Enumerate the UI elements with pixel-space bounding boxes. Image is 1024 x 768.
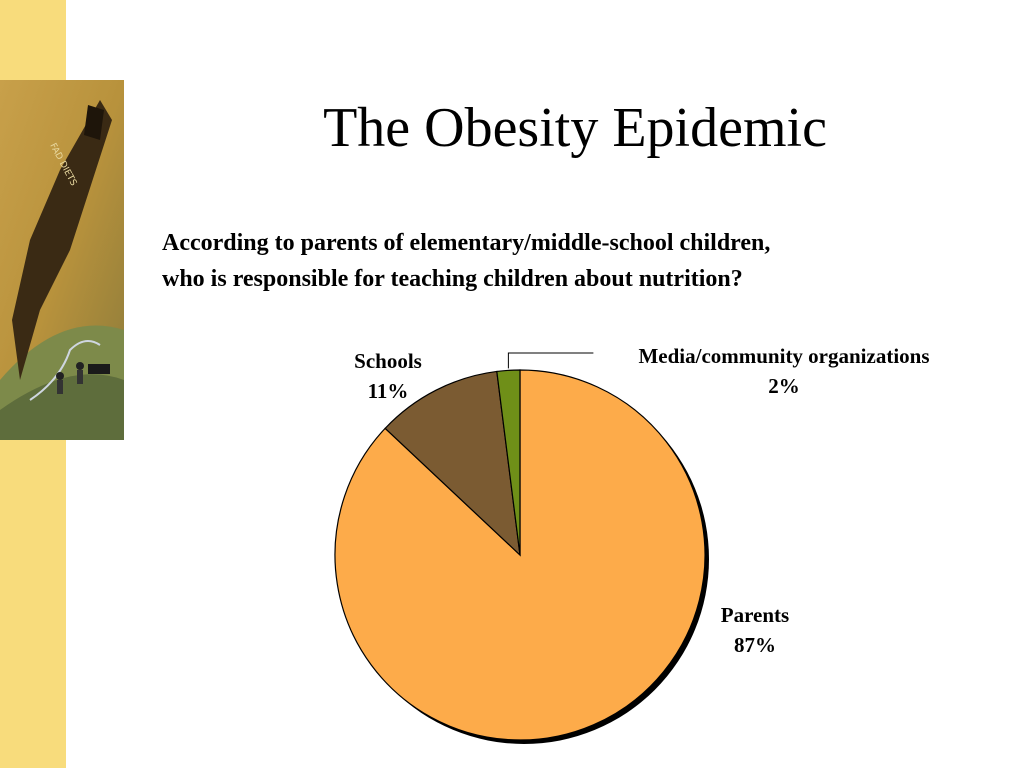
slice-value-schools: 11% <box>368 379 409 403</box>
survey-question: According to parents of elementary/middl… <box>162 225 1002 297</box>
fad-diets-illustration-icon: FAD DIETS <box>0 80 124 440</box>
survey-question-line-2: who is responsible for teaching children… <box>162 266 743 292</box>
survey-question-line-1: According to parents of elementary/middl… <box>162 230 771 256</box>
slide-title: The Obesity Epidemic <box>323 97 827 159</box>
pie-slice-media-community-organizations <box>496 369 521 556</box>
slice-label-parents: Parents <box>721 603 789 627</box>
pie-slice-schools <box>384 370 521 557</box>
slice-label-media-community-organizations: Media/community organizations <box>638 344 929 368</box>
slice-label-schools: Schools <box>354 349 422 373</box>
slice-value-media-community-organizations: 2% <box>768 374 800 398</box>
slice-value-parents: 87% <box>734 633 776 657</box>
leader-line-media-community-organizations <box>507 352 594 369</box>
